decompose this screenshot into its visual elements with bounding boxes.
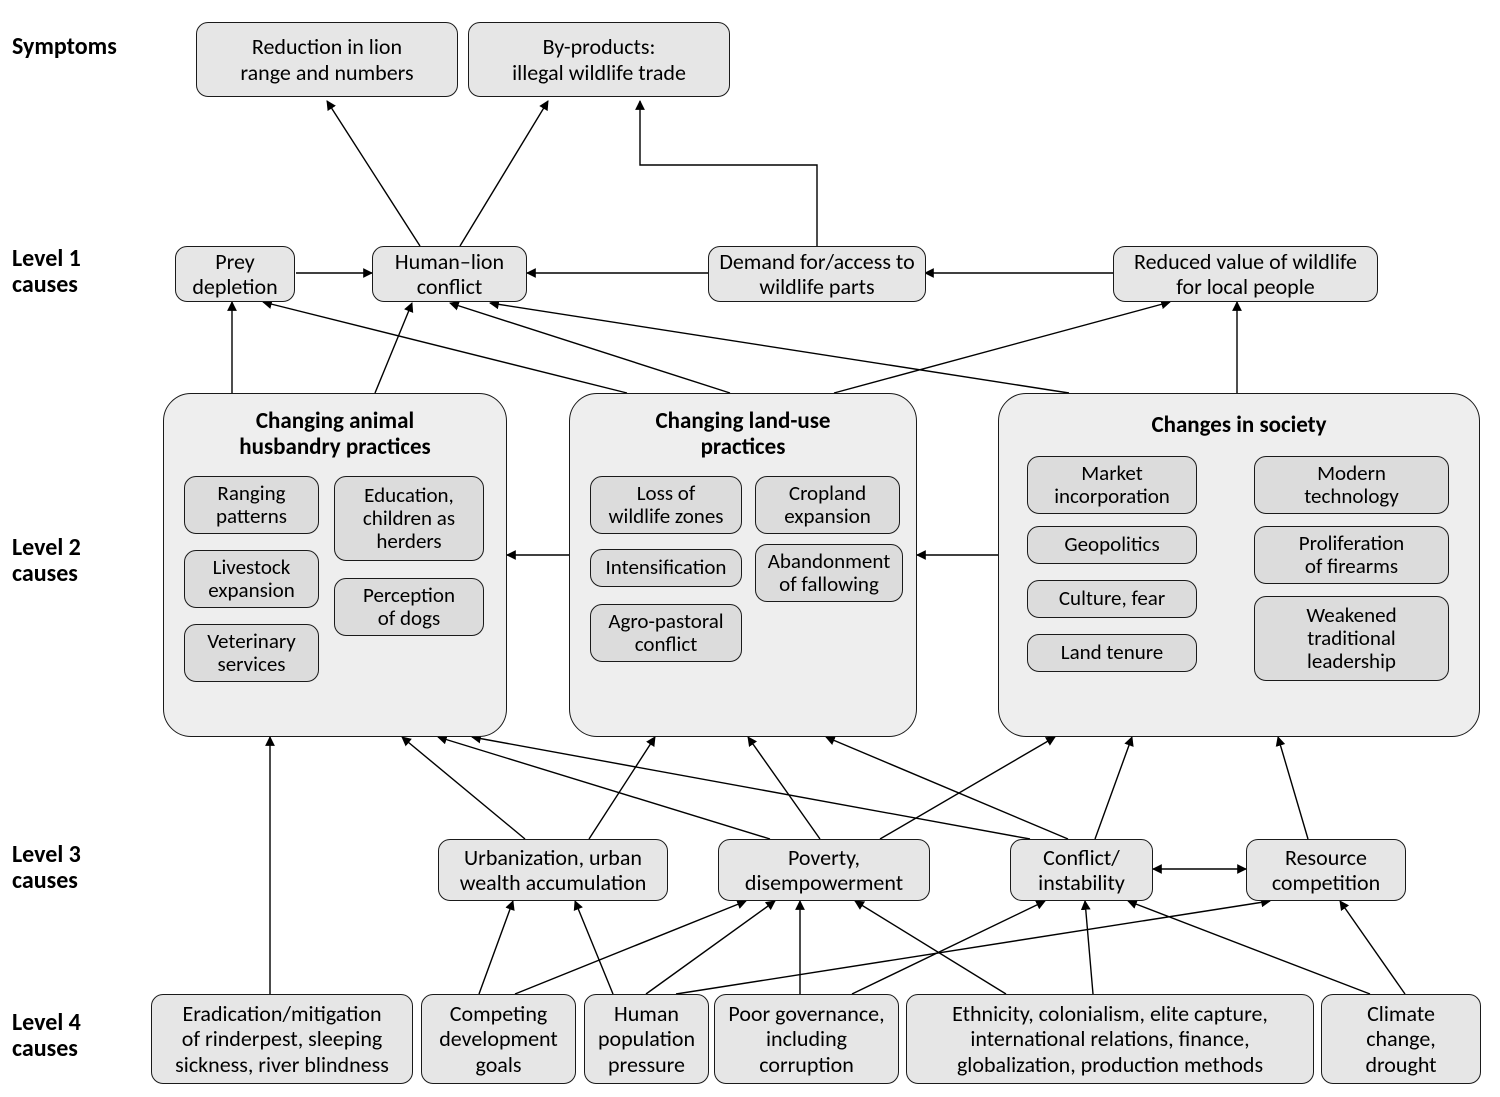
group-landuse: Changing land-usepractices Loss ofwildli… <box>569 393 917 737</box>
diagram-canvas: Symptoms Level 1causes Level 2causes Lev… <box>0 0 1500 1097</box>
node-l3-urban: Urbanization, urbanwealth accumulation <box>438 839 668 901</box>
chip-loss: Loss ofwildlife zones <box>590 476 742 534</box>
node-l1-demand: Demand for/access towildlife parts <box>708 246 926 302</box>
node-l1-conflict: Human–lionconflict <box>372 246 527 302</box>
row-label-level3: Level 3causes <box>12 842 81 895</box>
node-l4-gov: Poor governance,includingcorruption <box>714 994 899 1084</box>
chip-intens: Intensification <box>590 549 742 587</box>
group-title-society: Changes in society <box>999 412 1479 438</box>
node-l4-climate: Climatechange,drought <box>1321 994 1481 1084</box>
chip-firearms: Proliferationof firearms <box>1254 526 1449 584</box>
group-title-husbandry: Changing animalhusbandry practices <box>164 408 506 461</box>
chip-culture: Culture, fear <box>1027 580 1197 618</box>
chip-weak: Weakenedtraditionalleadership <box>1254 596 1449 681</box>
node-l3-poverty: Poverty,disempowerment <box>718 839 930 901</box>
group-husbandry: Changing animalhusbandry practices Rangi… <box>163 393 507 737</box>
row-label-level2: Level 2causes <box>12 535 81 588</box>
chip-cropland: Croplandexpansion <box>755 476 900 534</box>
chip-geo: Geopolitics <box>1027 526 1197 564</box>
chip-modern: Moderntechnology <box>1254 456 1449 514</box>
node-l4-disease: Eradication/mitigationof rinderpest, sle… <box>151 994 413 1084</box>
row-label-symptoms: Symptoms <box>12 34 117 60</box>
chip-ranging: Rangingpatterns <box>184 476 319 534</box>
chip-vet: Veterinaryservices <box>184 624 319 682</box>
row-label-level4: Level 4causes <box>12 1010 81 1063</box>
node-l4-pop: Humanpopulationpressure <box>584 994 709 1084</box>
chip-abandon: Abandonmentof fallowing <box>755 544 903 602</box>
node-l3-conflict: Conflict/instability <box>1010 839 1153 901</box>
chip-livestock: Livestockexpansion <box>184 550 319 608</box>
node-l4-competing: Competingdevelopmentgoals <box>421 994 576 1084</box>
chip-dogs: Perceptionof dogs <box>334 578 484 636</box>
row-label-level1: Level 1causes <box>12 246 81 299</box>
chip-tenure: Land tenure <box>1027 634 1197 672</box>
group-society: Changes in society Marketincorporation M… <box>998 393 1480 737</box>
node-symptom-reduction: Reduction in lionrange and numbers <box>196 22 458 97</box>
chip-market: Marketincorporation <box>1027 456 1197 514</box>
node-l1-value: Reduced value of wildlifefor local peopl… <box>1113 246 1378 302</box>
chip-education: Education,children asherders <box>334 476 484 561</box>
chip-agro: Agro-pastoralconflict <box>590 604 742 662</box>
node-l3-resource: Resourcecompetition <box>1246 839 1406 901</box>
group-title-landuse: Changing land-usepractices <box>570 408 916 461</box>
node-l4-ethnicity: Ethnicity, colonialism, elite capture,in… <box>906 994 1314 1084</box>
node-l1-prey: Preydepletion <box>175 246 295 302</box>
node-symptom-byproducts: By-products:illegal wildlife trade <box>468 22 730 97</box>
